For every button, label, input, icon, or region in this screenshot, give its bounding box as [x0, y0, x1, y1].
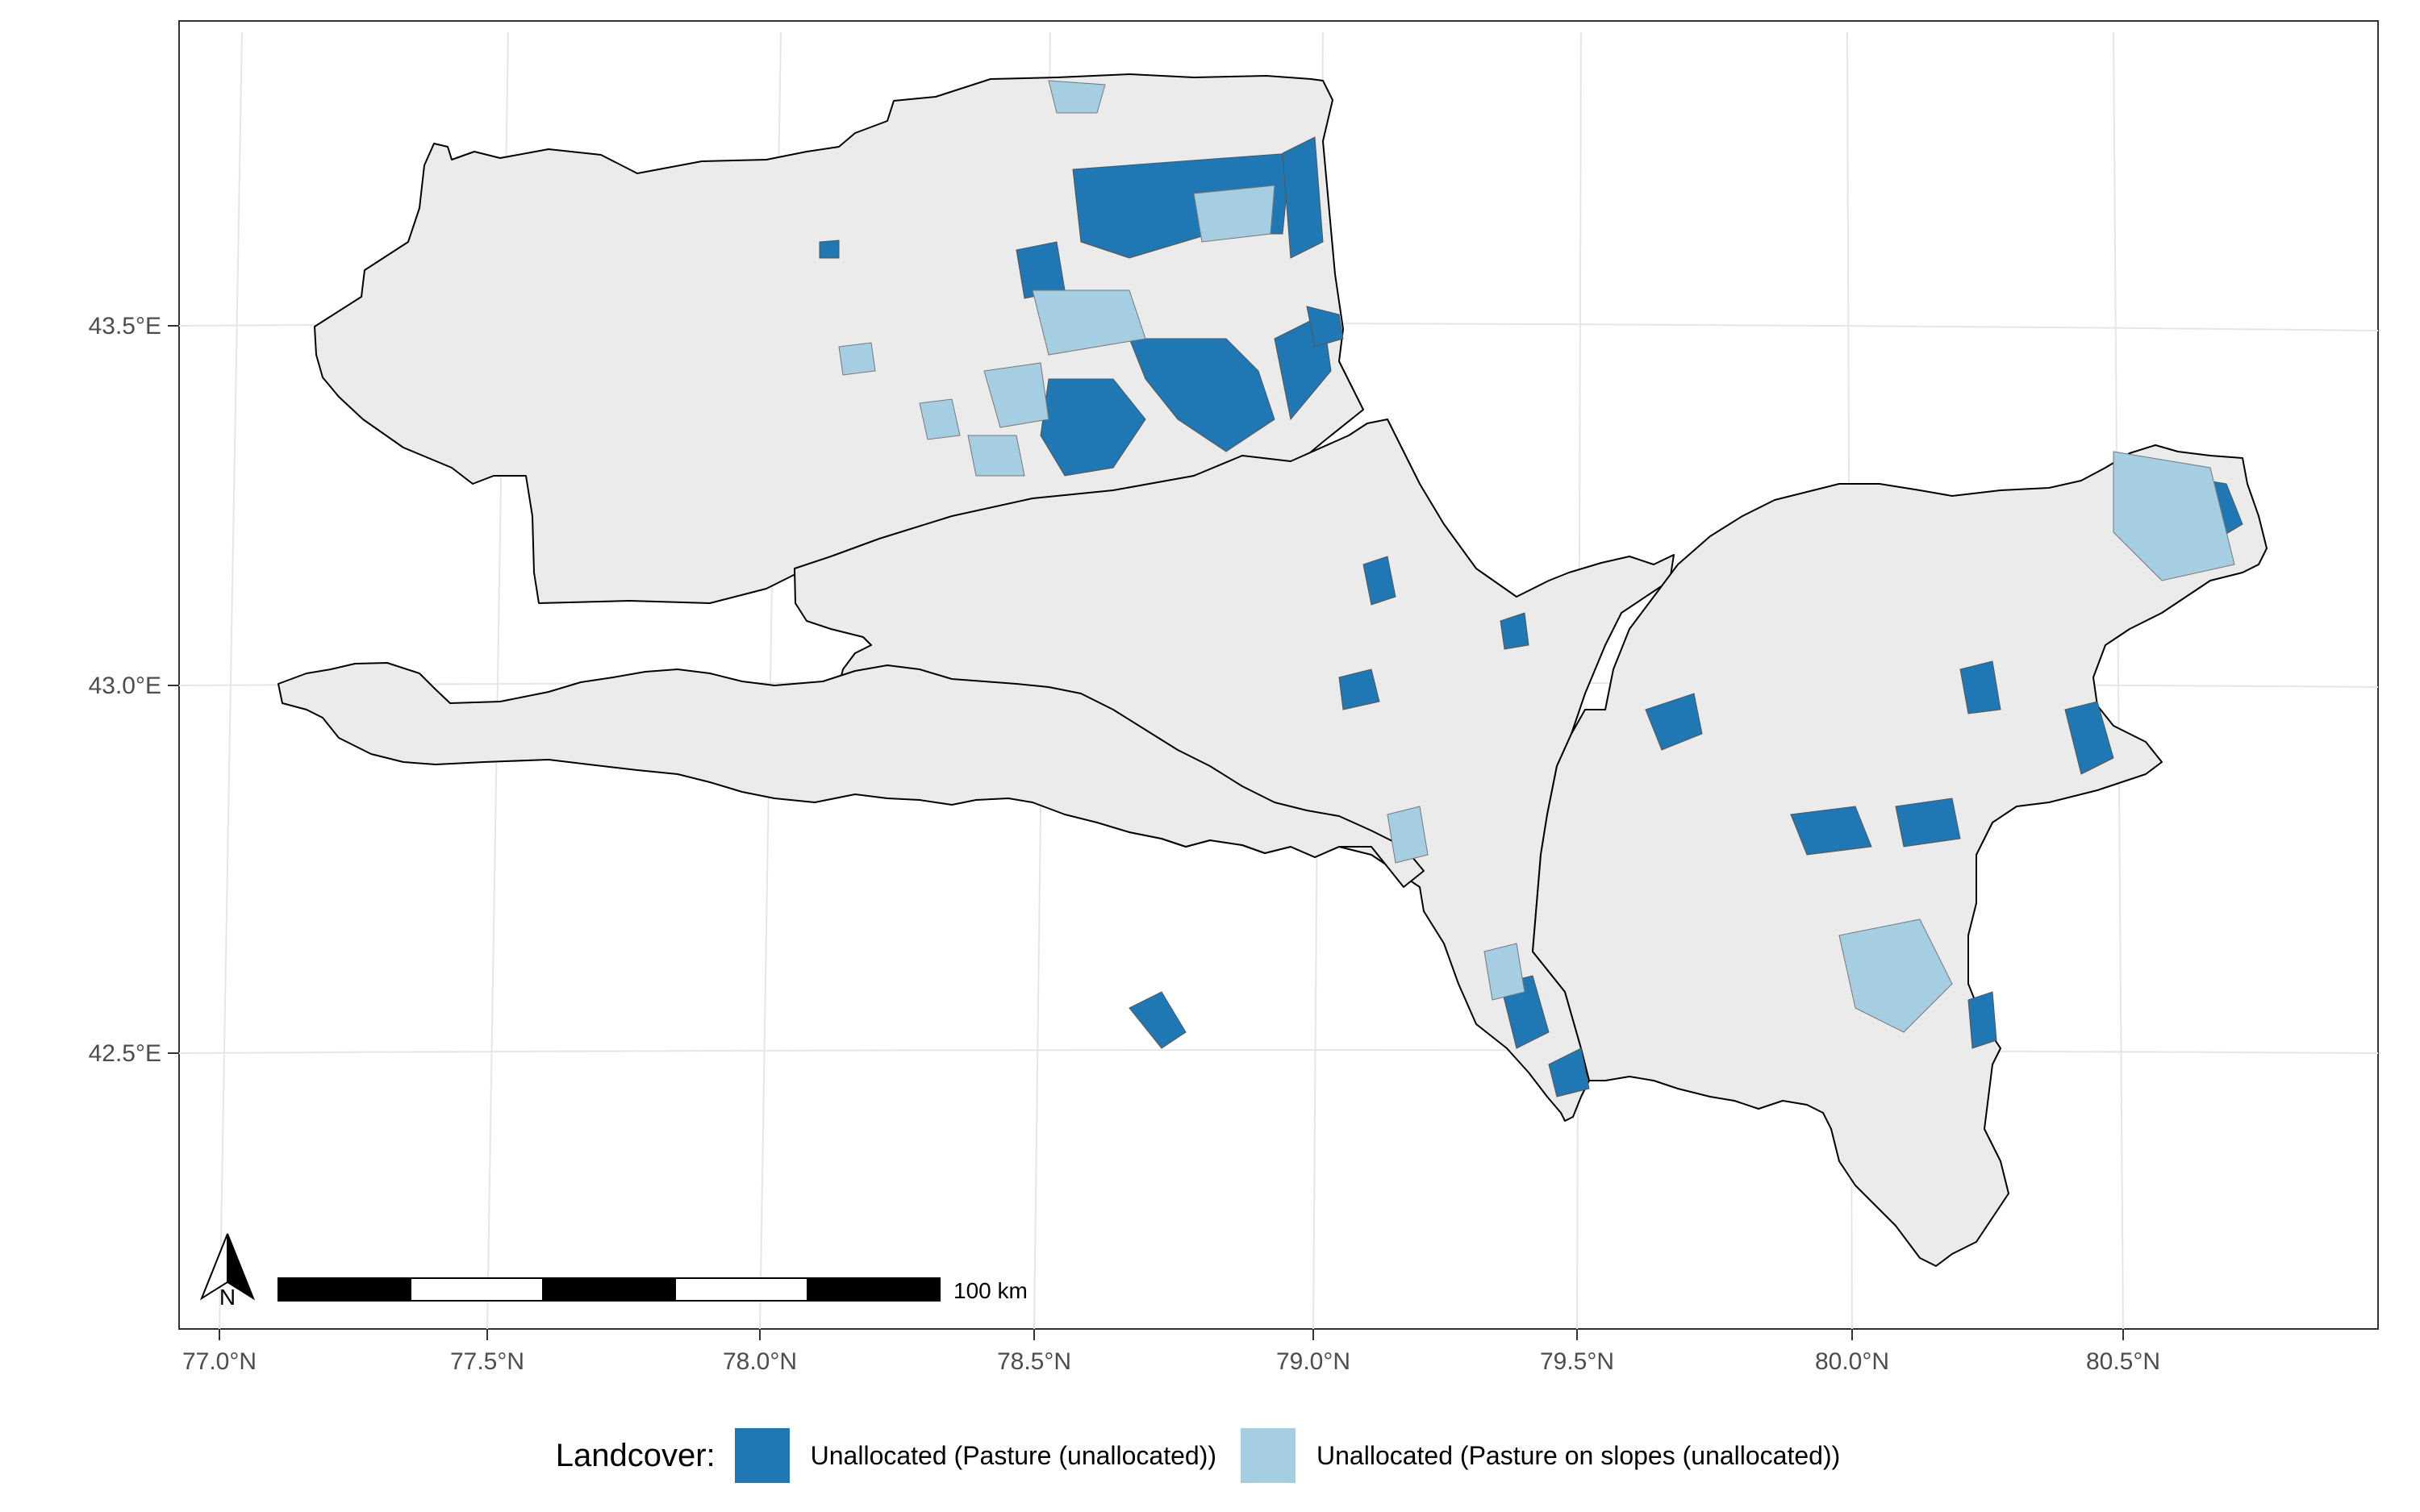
- x-tick-label: 77.0°N: [182, 1348, 257, 1375]
- legend-swatch-pasture-slopes: [1241, 1428, 1296, 1483]
- eastern-district: [1532, 444, 2268, 1267]
- scale-bar: 100 km: [277, 1277, 1028, 1303]
- x-tick-label: 80.5°N: [2086, 1348, 2160, 1375]
- southern-district: [277, 662, 1425, 888]
- y-tick-label: 43.0°E: [89, 673, 161, 699]
- north-arrow-label: N: [219, 1285, 236, 1310]
- legend-title: Landcover:: [555, 1437, 716, 1473]
- y-axis: 43.5°E 43.0°E 42.5°E: [89, 313, 179, 1067]
- legend-label-pasture-slopes: Unallocated (Pasture on slopes (unalloca…: [1316, 1440, 1841, 1470]
- x-tick-label: 79.0°N: [1276, 1348, 1350, 1375]
- x-axis: 77.0°N 77.5°N 78.0°N 78.5°N 79.0°N 79.5°…: [182, 1329, 2160, 1375]
- legend-swatch-pasture: [734, 1428, 790, 1483]
- x-tick-label: 80.0°N: [1815, 1348, 1889, 1375]
- pasture-slopes-patches: [838, 80, 2235, 1033]
- x-tick-label: 78.5°N: [997, 1348, 1071, 1375]
- y-tick-label: 42.5°E: [89, 1040, 161, 1067]
- x-tick-label: 79.5°N: [1540, 1348, 1614, 1375]
- x-tick-label: 77.5°N: [450, 1348, 524, 1375]
- legend: Landcover: Unallocated (Pasture (unalloc…: [0, 1427, 2420, 1484]
- north-arrow-icon: N: [199, 1233, 256, 1310]
- legend-label-pasture: Unallocated (Pasture (unallocated)): [810, 1440, 1217, 1470]
- scale-bar-label: 100 km: [953, 1278, 1028, 1303]
- y-tick-label: 43.5°E: [89, 313, 161, 339]
- x-tick-label: 78.0°N: [723, 1348, 797, 1375]
